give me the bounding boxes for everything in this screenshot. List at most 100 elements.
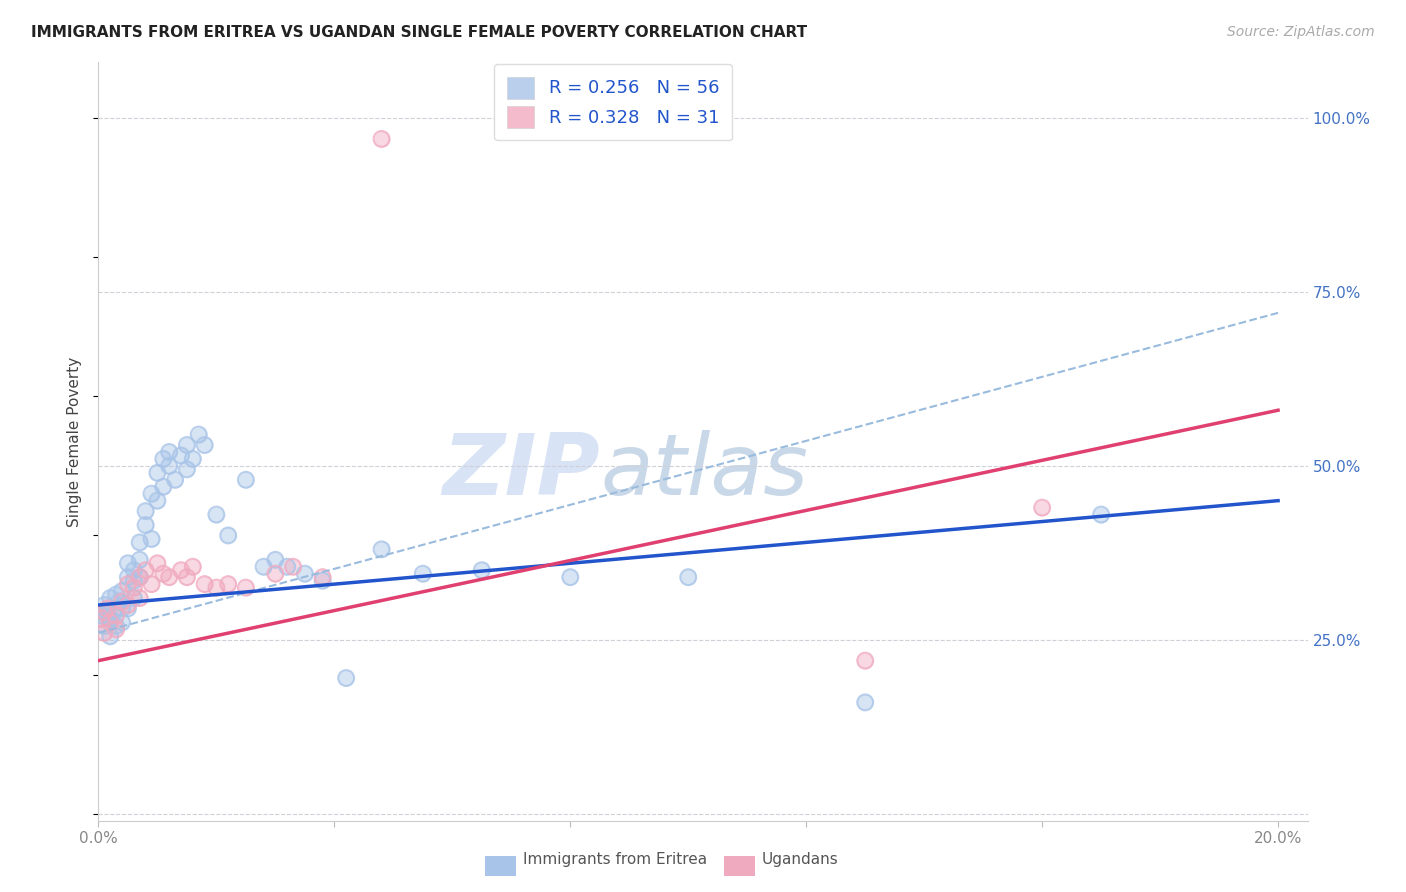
Point xyxy=(128,591,150,605)
Point xyxy=(181,451,204,466)
Point xyxy=(90,612,112,626)
Point xyxy=(165,473,187,487)
Point xyxy=(176,438,198,452)
Point xyxy=(194,577,217,591)
Point xyxy=(117,577,139,591)
Point xyxy=(128,570,150,584)
Point xyxy=(311,570,333,584)
Point xyxy=(146,556,169,570)
Point xyxy=(205,581,228,595)
Point xyxy=(105,608,128,623)
Point xyxy=(217,577,239,591)
Point xyxy=(122,591,145,605)
Point xyxy=(117,556,139,570)
Point xyxy=(264,566,287,581)
Point xyxy=(105,601,128,615)
Point xyxy=(122,563,145,577)
Point xyxy=(157,570,180,584)
Point xyxy=(157,445,180,459)
Point xyxy=(335,671,357,685)
Y-axis label: Single Female Poverty: Single Female Poverty xyxy=(67,357,83,526)
Point xyxy=(141,577,163,591)
Point xyxy=(176,570,198,584)
Point xyxy=(93,598,115,612)
Point xyxy=(217,577,239,591)
Point xyxy=(98,629,121,643)
Text: ZIP: ZIP xyxy=(443,430,600,514)
Point xyxy=(146,466,169,480)
Point xyxy=(853,654,876,668)
Point xyxy=(135,563,157,577)
Point xyxy=(157,445,180,459)
Point xyxy=(135,518,157,533)
Point xyxy=(128,591,150,605)
Point xyxy=(187,427,209,442)
Point xyxy=(117,577,139,591)
Point xyxy=(152,566,174,581)
Point xyxy=(90,612,112,626)
Point xyxy=(1031,500,1053,515)
Point xyxy=(122,581,145,595)
Point xyxy=(146,493,169,508)
Point xyxy=(105,623,128,637)
Point xyxy=(141,577,163,591)
Point xyxy=(471,563,494,577)
Point xyxy=(98,591,121,605)
Point xyxy=(152,480,174,494)
Point xyxy=(111,584,134,599)
Point xyxy=(1031,500,1053,515)
Point xyxy=(128,553,150,567)
Legend: R = 0.256   N = 56, R = 0.328   N = 31: R = 0.256 N = 56, R = 0.328 N = 31 xyxy=(495,64,731,140)
Point xyxy=(111,584,134,599)
Point xyxy=(205,508,228,522)
Point xyxy=(176,462,198,476)
Point xyxy=(264,553,287,567)
Point xyxy=(235,473,257,487)
Point xyxy=(194,438,217,452)
Point xyxy=(111,615,134,630)
Point xyxy=(560,570,582,584)
Point xyxy=(853,654,876,668)
Point xyxy=(111,594,134,608)
Point xyxy=(176,570,198,584)
Point xyxy=(93,625,115,640)
Point xyxy=(176,438,198,452)
Point xyxy=(471,563,494,577)
Point xyxy=(141,486,163,500)
Point xyxy=(252,559,274,574)
Point xyxy=(141,532,163,546)
Point xyxy=(141,486,163,500)
Point xyxy=(96,601,118,615)
Point xyxy=(111,615,134,630)
Point xyxy=(96,605,118,619)
Point xyxy=(281,559,304,574)
Point xyxy=(98,591,121,605)
Point xyxy=(335,671,357,685)
Point xyxy=(111,601,134,615)
Point xyxy=(170,449,193,463)
Point xyxy=(170,563,193,577)
Point xyxy=(217,528,239,542)
Point xyxy=(98,615,121,630)
Point xyxy=(105,588,128,602)
Point xyxy=(135,504,157,518)
Point xyxy=(93,605,115,619)
Point xyxy=(93,605,115,619)
Point xyxy=(146,466,169,480)
Point xyxy=(98,629,121,643)
Point xyxy=(105,588,128,602)
Point xyxy=(853,695,876,709)
Point xyxy=(146,556,169,570)
Point xyxy=(157,458,180,473)
Point xyxy=(187,427,209,442)
Point xyxy=(96,605,118,619)
Point xyxy=(135,518,157,533)
Point xyxy=(181,559,204,574)
Point xyxy=(117,601,139,615)
Point xyxy=(276,559,298,574)
Text: Ugandans: Ugandans xyxy=(762,852,839,867)
Point xyxy=(105,601,128,615)
Point xyxy=(205,581,228,595)
Point xyxy=(152,451,174,466)
Point xyxy=(194,438,217,452)
